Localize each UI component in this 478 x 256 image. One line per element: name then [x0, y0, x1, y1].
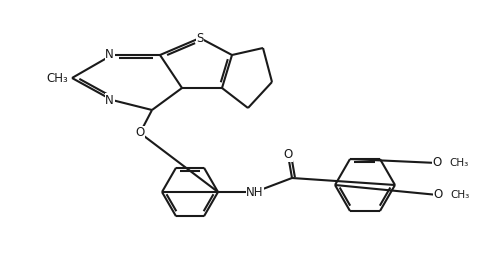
Text: CH₃: CH₃ [449, 158, 468, 168]
Text: N: N [105, 48, 114, 61]
Text: O: O [283, 148, 293, 162]
Text: NH: NH [246, 186, 264, 198]
Text: O: O [433, 156, 442, 169]
Text: O: O [135, 126, 145, 140]
Text: CH₃: CH₃ [450, 190, 469, 200]
Text: O: O [434, 188, 443, 201]
Text: N: N [105, 93, 114, 106]
Text: CH₃: CH₃ [46, 71, 68, 84]
Text: S: S [196, 31, 204, 45]
